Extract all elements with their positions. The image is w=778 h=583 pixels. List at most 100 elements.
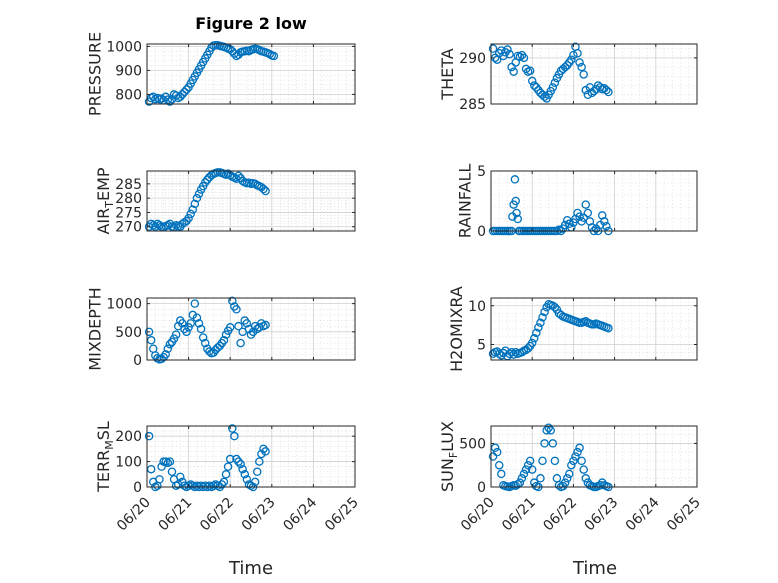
x-tick-label: 06/21: [499, 495, 539, 535]
data-point: [257, 449, 266, 459]
data-point: [148, 221, 158, 230]
data-point: [144, 431, 154, 441]
data-point: [540, 92, 549, 101]
data-point: [178, 90, 187, 99]
y-tick-label: 285: [459, 97, 486, 113]
data-point: [209, 481, 218, 490]
data-point: [579, 70, 588, 79]
data-point: [527, 338, 537, 348]
axes-box: [490, 170, 698, 232]
data-point: [228, 296, 237, 306]
data-point: [171, 330, 181, 339]
x-tick-label: 06/21: [156, 495, 196, 535]
data-point: [261, 447, 270, 456]
data-point: [228, 424, 237, 433]
plot-area: [491, 426, 697, 487]
data-point: [234, 457, 243, 466]
data-point: [242, 475, 252, 484]
data-point: [165, 97, 175, 106]
data-point: [155, 221, 164, 230]
y-tick-label: 5: [477, 164, 486, 180]
data-point: [230, 431, 239, 441]
axes-box: [146, 297, 356, 361]
axes-box: [146, 425, 356, 488]
data-point: [161, 350, 170, 359]
data-point: [213, 481, 222, 490]
data-point: [550, 78, 560, 88]
data-point: [232, 305, 241, 314]
data-point: [604, 87, 613, 97]
data-series: [144, 424, 270, 492]
data-point: [167, 467, 177, 476]
data-point: [509, 67, 518, 76]
data-point: [242, 319, 252, 328]
data-point: [190, 299, 200, 308]
data-point: [155, 475, 164, 484]
x-axis-label-right: Time: [572, 558, 617, 579]
data-point: [196, 481, 206, 490]
y-tick-label: 10: [468, 299, 486, 315]
data-point: [194, 319, 204, 328]
data-point: [186, 209, 195, 219]
data-point: [569, 50, 578, 60]
data-point: [505, 349, 514, 359]
y-axis-label: SUNFLUX: [438, 421, 460, 492]
axes-box: [146, 170, 356, 232]
x-tick-label: 06/20: [458, 495, 498, 535]
data-point: [178, 319, 187, 328]
data-point: [517, 474, 527, 483]
y-axis-label: TERRMSL: [94, 421, 116, 493]
data-point: [602, 221, 611, 231]
y-tick-label: 285: [115, 177, 142, 193]
data-point: [186, 480, 195, 489]
data-point: [569, 456, 578, 466]
data-point: [200, 481, 210, 490]
data-series: [488, 42, 613, 103]
data-point: [567, 55, 576, 64]
y-tick-label: 290: [459, 51, 486, 67]
x-tick-label: 06/25: [322, 495, 362, 535]
data-point: [171, 91, 181, 100]
data-point: [180, 87, 189, 97]
data-point: [488, 349, 498, 359]
data-point: [577, 456, 586, 466]
data-point: [517, 347, 527, 357]
data-point: [497, 469, 506, 479]
data-point: [494, 460, 504, 470]
data-point: [538, 456, 547, 466]
y-tick-label: 900: [115, 63, 142, 79]
data-point: [530, 334, 539, 343]
data-point: [579, 213, 588, 223]
y-tick-label: 275: [115, 205, 142, 221]
data-point: [515, 478, 525, 487]
data-point: [213, 343, 222, 352]
data-point: [571, 452, 580, 461]
data-point: [234, 171, 243, 181]
data-point: [507, 347, 516, 357]
data-point: [194, 189, 204, 199]
data-point: [238, 464, 247, 474]
data-point: [250, 179, 260, 189]
data-series: [144, 40, 279, 106]
x-tick-label: 06/22: [197, 495, 237, 535]
data-point: [550, 456, 560, 466]
data-point: [205, 481, 214, 490]
data-point: [161, 457, 170, 466]
data-point: [230, 49, 239, 58]
data-point: [536, 474, 545, 483]
x-tick-label: 06/23: [239, 495, 279, 535]
data-point: [532, 328, 541, 338]
data-point: [497, 46, 506, 55]
data-point: [163, 95, 173, 104]
data-point: [548, 439, 558, 448]
data-point: [519, 53, 529, 63]
data-point: [234, 321, 243, 331]
y-tick-label: 0: [477, 480, 486, 496]
data-point: [497, 351, 506, 360]
